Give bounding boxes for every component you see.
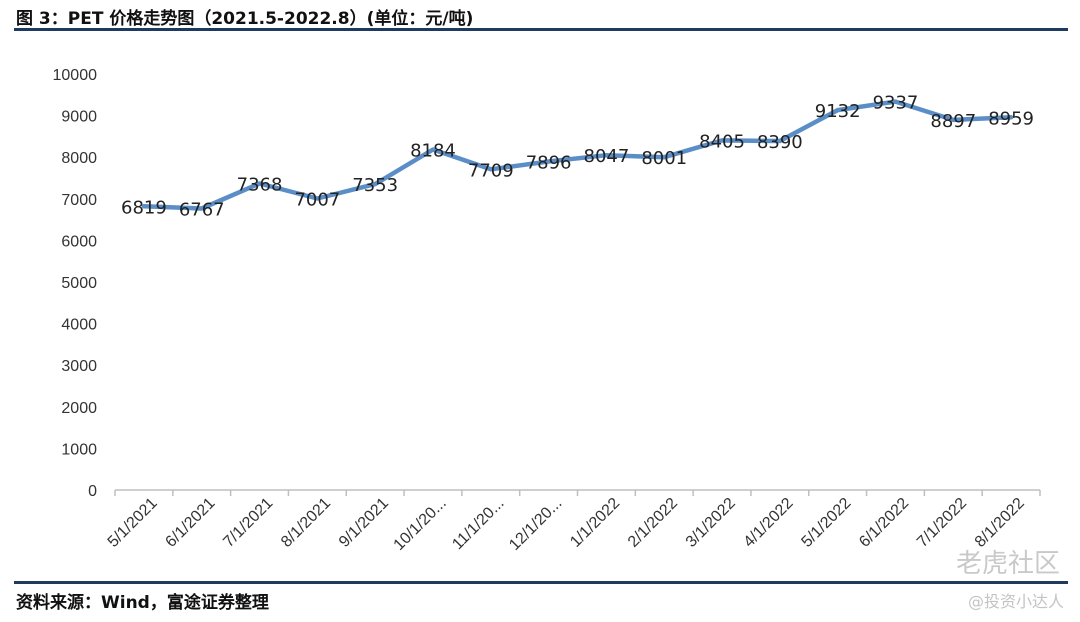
x-tick-label: 11/1/20...	[449, 495, 507, 553]
y-tick-label: 10000	[53, 67, 98, 84]
watermark-brand: 老虎社区	[955, 549, 1060, 579]
data-label: 7896	[526, 153, 572, 174]
line-chart: 0 1000 2000 3000 4000 5000 6000 7000 8000 9000 100…	[53, 67, 1041, 554]
y-tick-label: 6000	[61, 233, 97, 250]
x-tick-label: 7/1/2021	[220, 495, 276, 551]
x-tick-label: 5/1/2022	[798, 495, 854, 551]
x-tick-label: 12/1/20...	[506, 495, 565, 554]
x-tick-label: 6/1/2022	[856, 495, 912, 551]
data-labels: 6819 6767 7368 7007 7353 8184 7709 7896 8047 8001…	[121, 93, 1034, 221]
x-tick-label: 1/1/2022	[567, 495, 623, 551]
data-label: 8001	[641, 148, 687, 169]
y-tick-label: 2000	[61, 400, 97, 417]
y-tick-label: 7000	[61, 192, 97, 209]
bottom-divider	[14, 581, 1068, 584]
watermark-handle: @投资小达人	[967, 592, 1064, 611]
axes	[114, 489, 1041, 496]
x-tick-label: 9/1/2021	[336, 495, 392, 551]
y-tick-label: 1000	[61, 441, 97, 458]
source-note: 资料来源：Wind，富途证券整理	[16, 593, 269, 613]
series-layer	[141, 99, 1014, 211]
x-tick-label: 6/1/2021	[162, 495, 218, 551]
y-tick-label: 8000	[61, 150, 97, 167]
data-label: 9132	[815, 101, 861, 122]
data-label: 8897	[930, 111, 976, 132]
series-line	[141, 99, 1014, 211]
y-tick-label: 5000	[61, 275, 97, 292]
y-tick-label: 3000	[61, 358, 97, 375]
top-divider	[14, 28, 1068, 31]
x-tick-label: 3/1/2022	[683, 495, 739, 551]
data-label: 7368	[237, 174, 283, 195]
y-tick-label: 4000	[61, 317, 97, 334]
data-label: 7007	[294, 190, 340, 211]
x-tick-label: 5/1/2021	[105, 495, 161, 551]
data-label: 7353	[352, 175, 398, 196]
data-label: 8959	[988, 108, 1034, 129]
data-label: 8390	[757, 132, 803, 153]
data-label: 6819	[121, 197, 167, 218]
chart-title: 图 3：PET 价格走势图（2021.5-2022.8）(单位：元/吨)	[16, 9, 474, 29]
x-tick-label: 2/1/2022	[625, 495, 681, 551]
data-label: 9337	[873, 93, 919, 114]
x-tick-label: 4/1/2022	[741, 495, 797, 551]
data-label: 8047	[584, 146, 630, 167]
data-label: 7709	[468, 160, 514, 181]
data-label: 8184	[410, 141, 456, 162]
x-tick-label: 8/1/2021	[278, 495, 334, 551]
data-label: 8405	[699, 131, 745, 152]
y-axis-ticks: 0 1000 2000 3000 4000 5000 6000 7000 8000 9000 100…	[53, 67, 98, 500]
data-label: 6767	[179, 199, 225, 220]
y-tick-label: 9000	[61, 109, 97, 126]
x-tick-label: 10/1/20...	[391, 495, 450, 554]
y-tick-label: 0	[88, 483, 97, 500]
x-axis-ticks: 5/1/2021 6/1/2021 7/1/2021 8/1/2021 9/1/2021…	[105, 495, 1028, 554]
